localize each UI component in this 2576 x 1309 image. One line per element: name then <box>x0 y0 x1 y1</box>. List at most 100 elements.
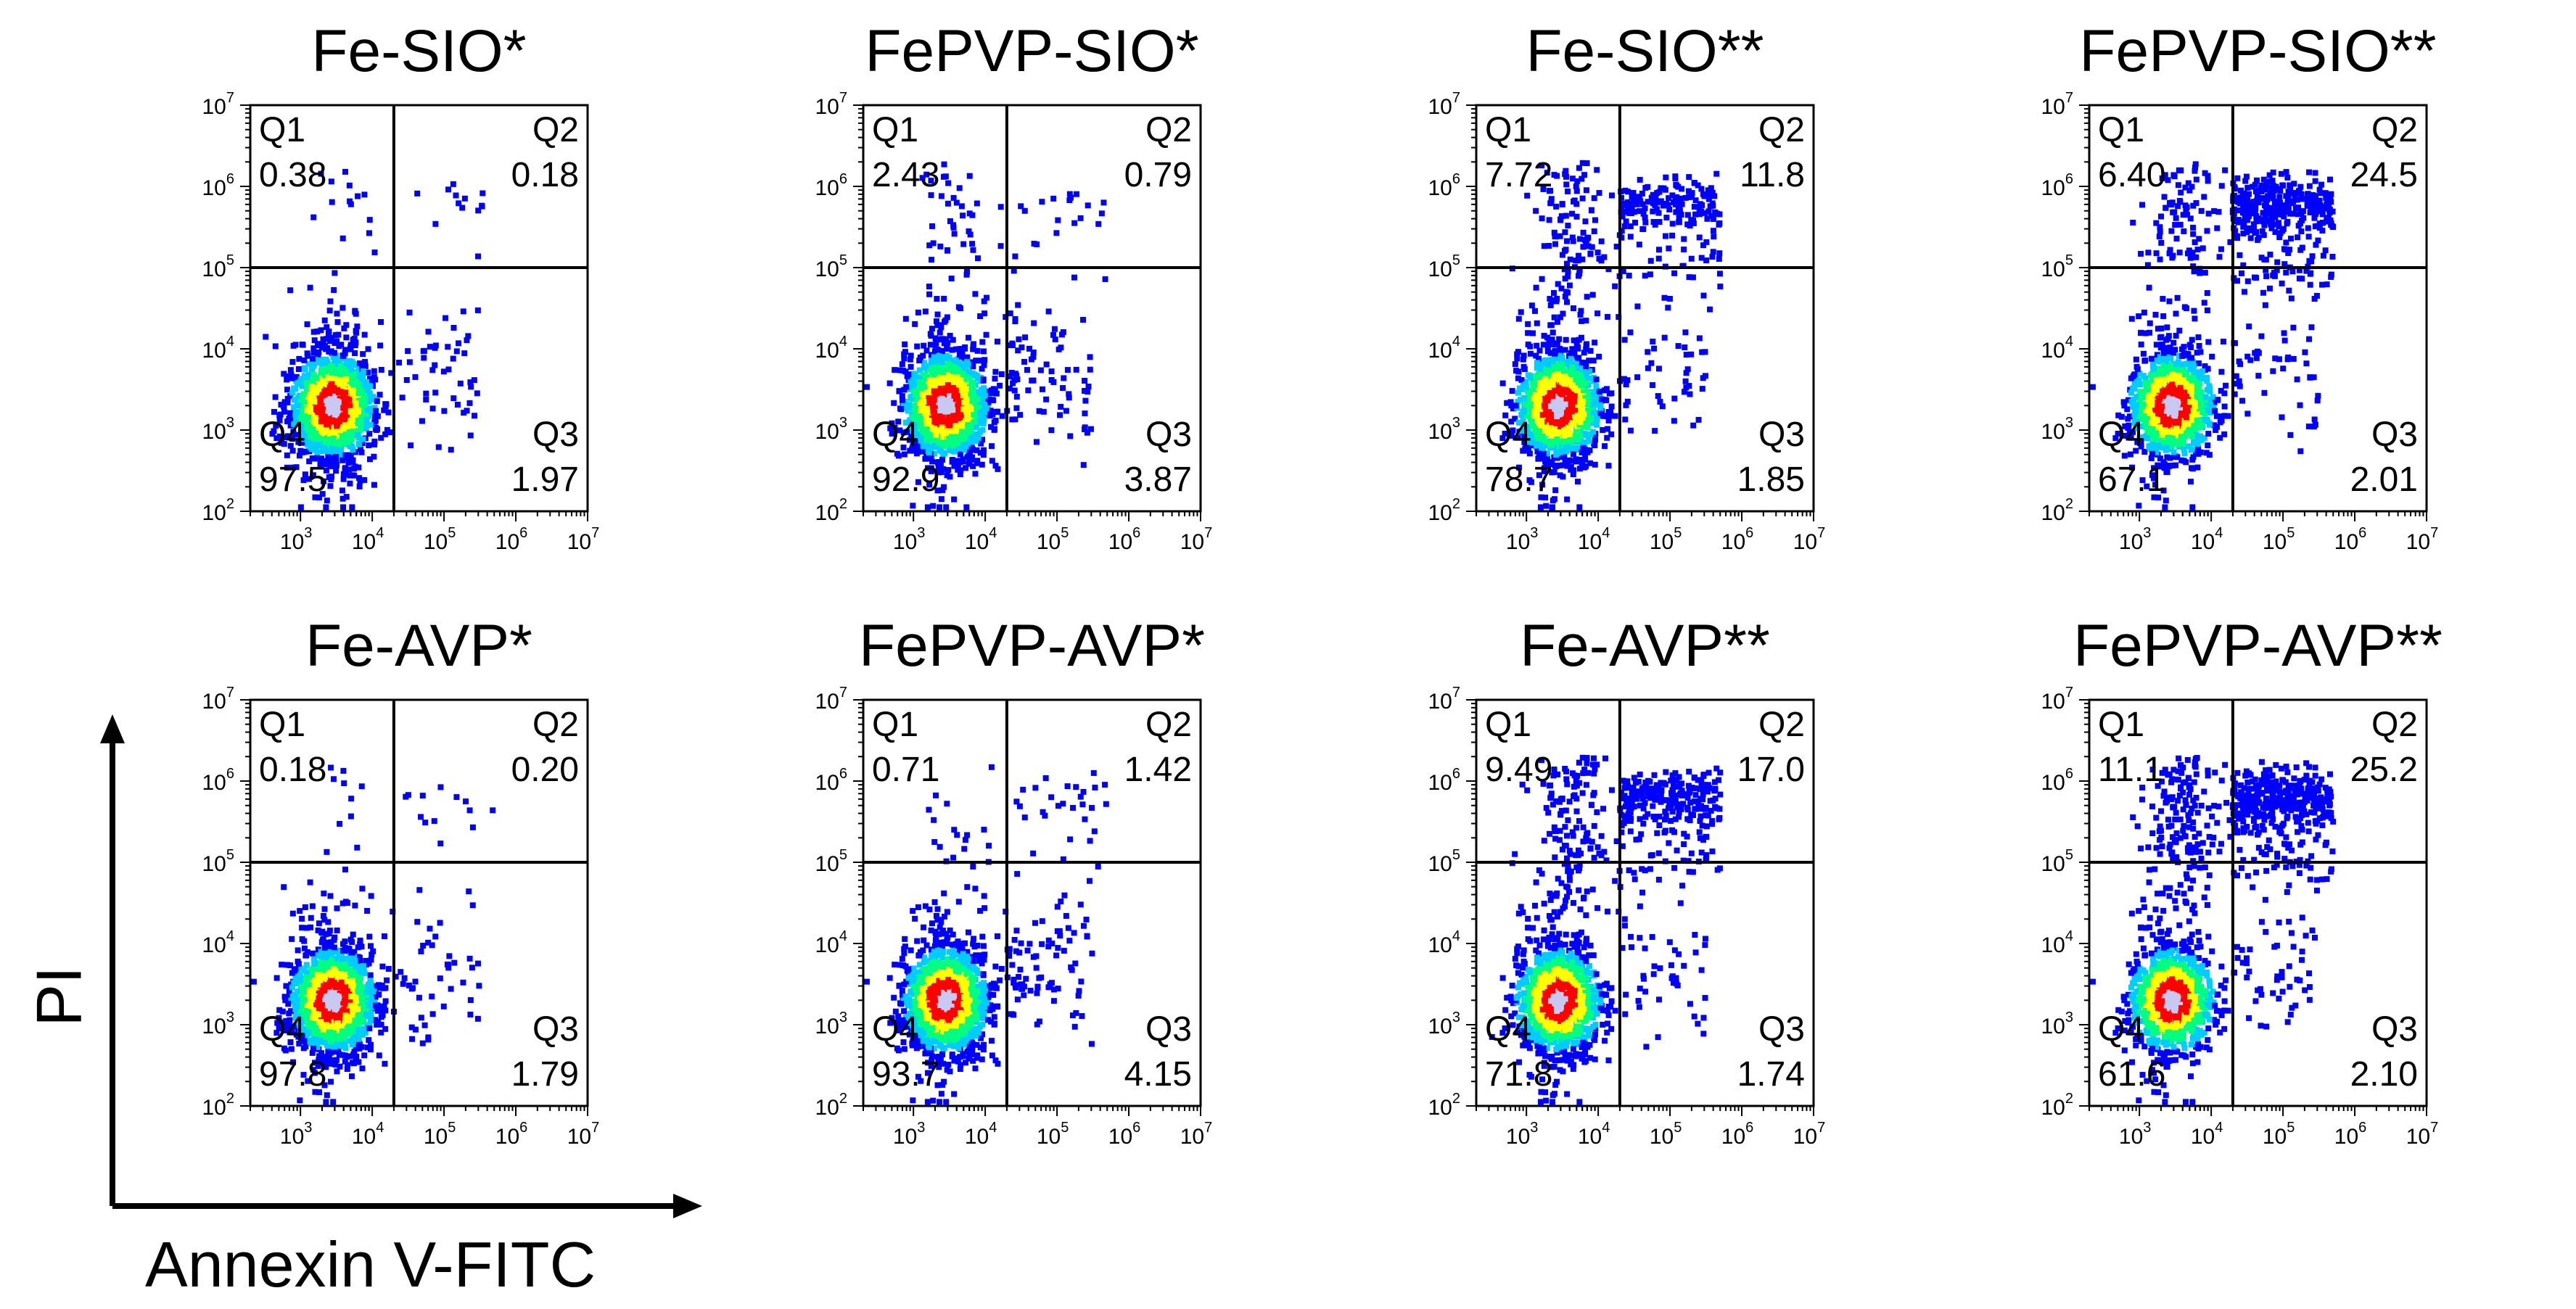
event-dot <box>1533 207 1539 214</box>
event-dot <box>366 442 372 449</box>
event-dot <box>1015 347 1021 354</box>
event-dot <box>396 360 403 366</box>
event-dot <box>1565 273 1571 280</box>
event-dot <box>310 371 317 378</box>
event-dot <box>1559 201 1565 207</box>
y-tick-label: 106 <box>815 171 848 200</box>
event-dot <box>933 318 939 325</box>
event-dot <box>947 418 954 424</box>
x-tick-label: 105 <box>1650 525 1682 554</box>
event-dot <box>927 342 934 348</box>
event-dot <box>1527 350 1534 357</box>
event-dot <box>1655 210 1662 216</box>
event-dot <box>316 411 323 418</box>
event-dot <box>1535 442 1542 448</box>
event-dot <box>908 376 914 383</box>
event-dot <box>962 447 968 453</box>
event-dot <box>937 447 943 453</box>
event-dot <box>968 391 974 397</box>
event-dot <box>1563 368 1569 374</box>
event-dot <box>310 361 317 368</box>
x-tick-label: 103 <box>1506 525 1539 554</box>
event-dot <box>940 452 947 458</box>
event-dot <box>1543 503 1550 509</box>
event-dot <box>1529 330 1536 336</box>
quadrant-name: Q3 <box>532 416 579 454</box>
event-dot <box>979 366 985 372</box>
event-dot <box>314 360 321 366</box>
event-dot <box>1067 433 1074 439</box>
event-dot <box>1599 396 1605 402</box>
event-dot <box>1535 402 1542 408</box>
event-dot <box>334 379 341 386</box>
event-dot <box>938 496 945 503</box>
event-dot <box>371 368 377 374</box>
event-dot <box>304 407 310 413</box>
event-dot <box>1710 228 1716 234</box>
event-dot <box>1520 416 1526 422</box>
event-dot <box>998 371 1005 377</box>
event-dot <box>937 381 943 388</box>
event-dot <box>466 400 473 406</box>
event-dot <box>1031 241 1037 247</box>
event-dot <box>321 413 328 420</box>
event-dot <box>332 440 339 447</box>
event-dot <box>339 487 345 494</box>
event-dot <box>947 393 953 400</box>
event-dot <box>961 399 968 405</box>
event-dot <box>922 372 929 379</box>
event-dot <box>1585 436 1592 442</box>
event-dot <box>977 408 984 415</box>
event-dot <box>1627 204 1634 210</box>
event-dot <box>480 190 486 197</box>
event-dot <box>972 390 979 397</box>
x-tick-label: 104 <box>1578 525 1610 554</box>
event-dot <box>966 173 973 179</box>
event-dot <box>931 443 937 450</box>
event-dot <box>1031 320 1037 326</box>
event-dot <box>989 458 995 464</box>
event-dot <box>1576 413 1583 419</box>
event-dot <box>932 342 939 349</box>
event-dot <box>343 494 350 500</box>
event-dot <box>371 482 377 488</box>
event-dot <box>1562 401 1568 408</box>
event-dot <box>329 396 336 402</box>
event-dot <box>332 332 339 339</box>
event-dot <box>1695 416 1702 423</box>
event-dot <box>350 417 356 424</box>
panel-1: 103 104 105 106 107102103104105106107Q10.38Q… <box>202 90 600 554</box>
event-dot <box>341 428 347 434</box>
event-dot <box>1661 334 1668 341</box>
quadrant-percent: 3.87 <box>1124 461 1192 499</box>
event-dot <box>936 469 942 476</box>
event-dot <box>968 379 975 385</box>
event-dot <box>364 407 371 413</box>
event-dot <box>287 442 294 449</box>
event-dot <box>1627 234 1634 240</box>
event-dot <box>1698 255 1705 261</box>
event-dot <box>1593 376 1600 383</box>
event-dot <box>1565 223 1571 229</box>
event-dot <box>936 352 942 359</box>
event-dot <box>1534 360 1541 366</box>
event-dot <box>329 417 335 424</box>
event-dot <box>412 373 419 380</box>
event-dot <box>907 356 913 363</box>
quadrant-name: Q2 <box>1145 111 1192 149</box>
event-dot <box>467 432 474 439</box>
event-dot <box>362 382 369 389</box>
event-dot <box>435 444 442 450</box>
event-dot <box>997 382 1003 389</box>
event-dot <box>474 307 481 313</box>
event-dot <box>1683 352 1690 358</box>
event-dot <box>934 415 941 421</box>
event-dot <box>1702 349 1708 355</box>
event-dot <box>351 472 358 479</box>
event-dot <box>1672 197 1679 204</box>
event-dot <box>306 394 313 400</box>
event-dot <box>1583 318 1589 324</box>
event-dot <box>960 212 966 219</box>
event-dot <box>997 243 1004 249</box>
event-dot <box>1085 389 1091 395</box>
